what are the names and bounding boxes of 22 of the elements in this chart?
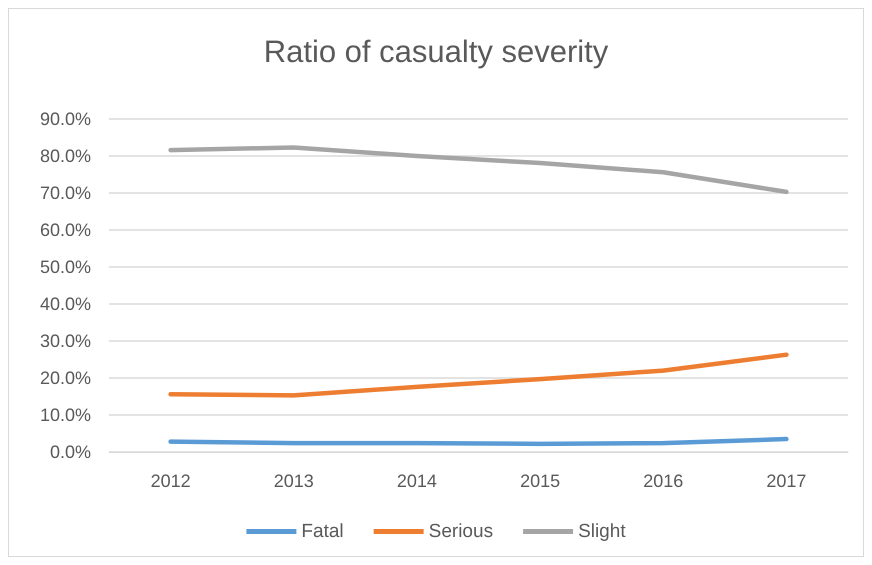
line-series [168,145,789,194]
x-tick-label: 2016 [643,471,684,491]
legend-label: Slight [578,521,626,542]
y-tick-label: 40.0% [40,294,91,314]
x-tick-label: 2017 [766,471,806,491]
line-series [168,352,789,398]
legend-label: Fatal [301,521,344,542]
x-tick-label: 2013 [274,471,314,491]
legend-label: Serious [428,521,494,542]
y-tick-label: 20.0% [40,368,91,388]
y-tick-label: 80.0% [40,146,91,166]
x-tick-label: 2015 [520,471,560,491]
y-tick-label: 10.0% [40,405,91,425]
x-tick-label: 2014 [396,471,437,491]
y-tick-label: 70.0% [40,183,91,203]
chart-title: Ratio of casualty severity [264,34,609,69]
y-tick-label: 60.0% [40,220,91,240]
x-tick-label: 2012 [150,471,191,491]
y-tick-label: 90.0% [40,109,91,129]
y-tick-label: 30.0% [40,331,91,351]
y-tick-label: 0.0% [50,442,91,462]
y-tick-label: 50.0% [40,257,91,277]
